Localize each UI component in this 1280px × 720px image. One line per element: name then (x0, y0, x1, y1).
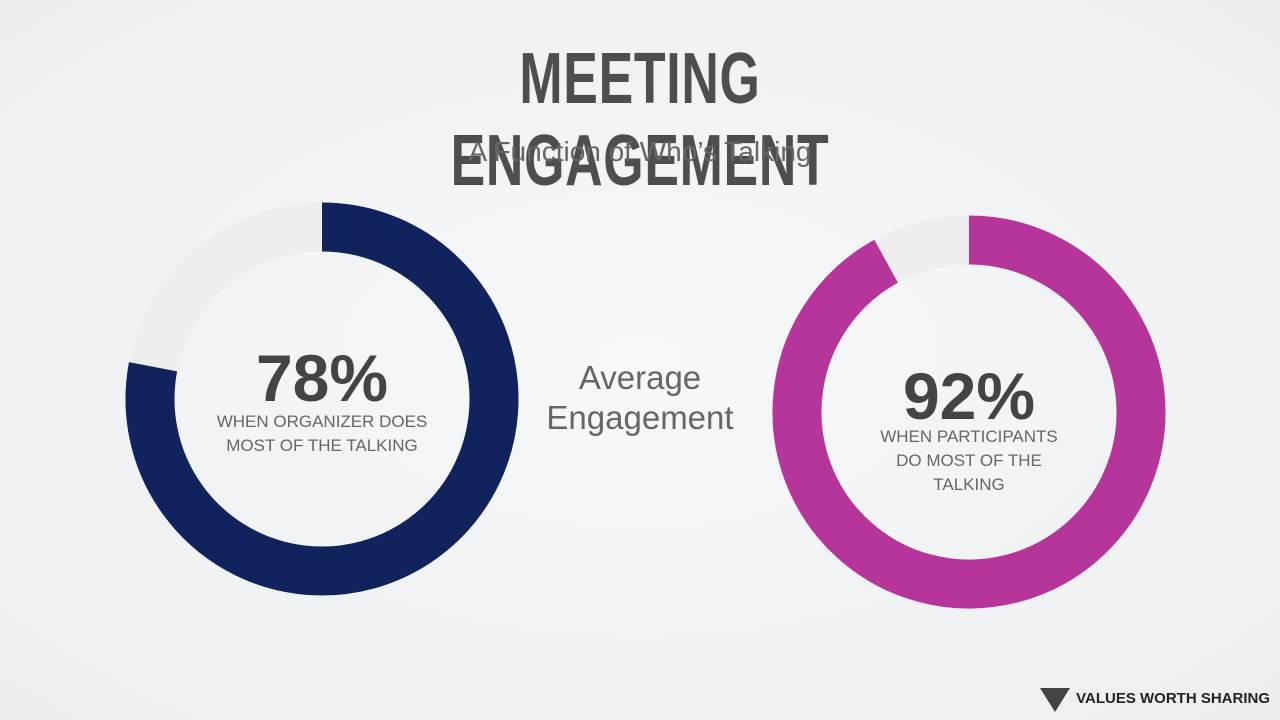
value-label: 92% (902, 359, 1036, 433)
value-label: 78% (255, 341, 389, 415)
caption: WHEN ORGANIZER DOES MOST OF THE TALKING (216, 412, 428, 455)
subtitle: A Function of Who’s Talking (468, 136, 812, 167)
center-label: Average Engagement (546, 359, 734, 436)
donut-arc (772, 215, 1166, 609)
brand-logo (1040, 688, 1070, 712)
title: MEETING ENGAGEMENT (450, 39, 830, 201)
caption: WHEN PARTICIPANTS DO MOST OF THE TALKING (880, 427, 1058, 494)
donut-arc (125, 202, 519, 596)
brand: VALUES WORTH SHARING (1076, 690, 1270, 707)
